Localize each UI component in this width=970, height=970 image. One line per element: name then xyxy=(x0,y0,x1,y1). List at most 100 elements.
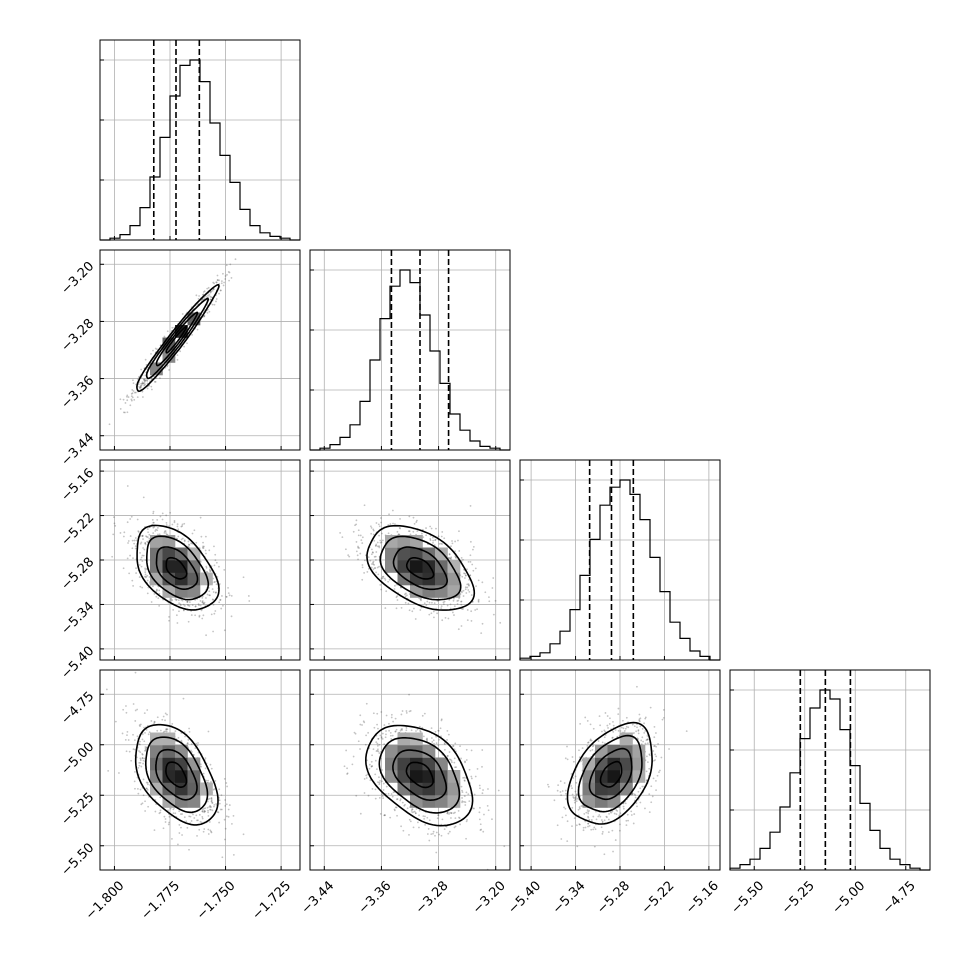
sample-point xyxy=(685,730,688,733)
sample-point xyxy=(408,530,411,533)
sample-point xyxy=(242,833,245,836)
sample-point xyxy=(163,730,165,733)
sample-point xyxy=(208,590,211,593)
sample-point xyxy=(404,593,406,596)
panel-frame xyxy=(99,249,301,451)
sample-point xyxy=(170,599,173,602)
contour-line xyxy=(599,760,623,788)
sample-point xyxy=(209,295,212,298)
sample-point xyxy=(225,264,228,267)
sample-point xyxy=(141,382,144,385)
sample-point xyxy=(411,610,414,613)
sample-point xyxy=(426,600,429,603)
sample-point xyxy=(378,534,380,537)
sample-point xyxy=(430,612,433,615)
sample-point xyxy=(144,800,146,803)
density-cell xyxy=(422,745,436,758)
sample-point xyxy=(134,748,137,751)
sample-point xyxy=(464,804,467,806)
sample-point xyxy=(144,379,147,382)
sample-point xyxy=(203,315,205,318)
sample-point xyxy=(391,795,394,798)
sample-point xyxy=(454,556,457,559)
density-cell xyxy=(187,782,201,796)
sample-point xyxy=(371,787,374,790)
sample-point xyxy=(378,545,381,547)
sample-point xyxy=(442,601,445,604)
sample-point xyxy=(222,604,224,607)
sample-point xyxy=(370,532,373,535)
sample-point xyxy=(351,763,354,766)
sample-point xyxy=(144,383,146,386)
sample-point xyxy=(205,634,207,637)
sample-point xyxy=(215,583,218,586)
sample-point xyxy=(414,618,417,620)
sample-point xyxy=(204,810,206,813)
sample-point xyxy=(603,736,606,739)
sample-point xyxy=(355,794,358,797)
sample-point xyxy=(565,814,567,817)
sample-point xyxy=(377,737,380,740)
sample-point xyxy=(209,570,212,573)
panel-content xyxy=(547,685,688,856)
sample-point xyxy=(355,541,358,543)
sample-point xyxy=(435,742,438,744)
sample-point xyxy=(599,815,602,818)
sample-point xyxy=(209,763,212,766)
sample-point xyxy=(453,614,455,616)
sample-point xyxy=(616,735,619,738)
sample-point xyxy=(481,792,484,795)
density-cell xyxy=(162,745,176,758)
sample-point xyxy=(412,811,415,813)
sample-point xyxy=(428,819,431,822)
sample-point xyxy=(432,536,434,539)
sample-point xyxy=(194,605,197,608)
sample-point xyxy=(119,408,122,410)
sample-point xyxy=(601,730,603,733)
sample-point xyxy=(644,807,646,810)
sample-point xyxy=(450,817,452,819)
sample-point xyxy=(199,820,202,823)
sample-point xyxy=(393,588,396,590)
sample-point xyxy=(470,610,473,613)
sample-point xyxy=(408,693,410,696)
sample-point xyxy=(353,731,356,734)
sample-point xyxy=(130,392,133,395)
sample-point xyxy=(142,382,145,385)
sample-point xyxy=(615,809,618,811)
sample-point xyxy=(144,568,147,571)
sample-point xyxy=(396,530,399,533)
sample-point xyxy=(124,738,127,741)
sample-point xyxy=(140,565,143,568)
sample-point xyxy=(466,586,469,589)
sample-point xyxy=(126,730,129,733)
density-cell xyxy=(397,732,411,746)
sample-point xyxy=(455,766,458,769)
sample-point xyxy=(139,384,142,387)
sample-point xyxy=(378,783,381,786)
sample-point xyxy=(394,730,397,733)
sample-point xyxy=(177,528,180,531)
sample-point xyxy=(130,759,133,762)
sample-point xyxy=(435,831,438,834)
sample-point xyxy=(204,535,207,538)
sample-point xyxy=(190,614,193,616)
sample-point xyxy=(600,826,603,829)
sample-point xyxy=(454,540,457,543)
sample-point xyxy=(130,399,133,402)
sample-point xyxy=(195,742,197,745)
sample-point xyxy=(607,727,609,729)
sample-point xyxy=(564,807,567,810)
sample-point xyxy=(396,814,398,817)
sample-point xyxy=(491,587,494,589)
sample-point xyxy=(574,790,577,793)
sample-point xyxy=(359,748,361,750)
sample-point xyxy=(456,603,459,605)
sample-point xyxy=(213,581,216,583)
contour-line xyxy=(146,535,210,601)
sample-point xyxy=(134,770,136,773)
sample-point xyxy=(435,735,438,738)
sample-point xyxy=(218,583,221,585)
sample-point xyxy=(178,832,181,834)
sample-point xyxy=(171,599,174,601)
